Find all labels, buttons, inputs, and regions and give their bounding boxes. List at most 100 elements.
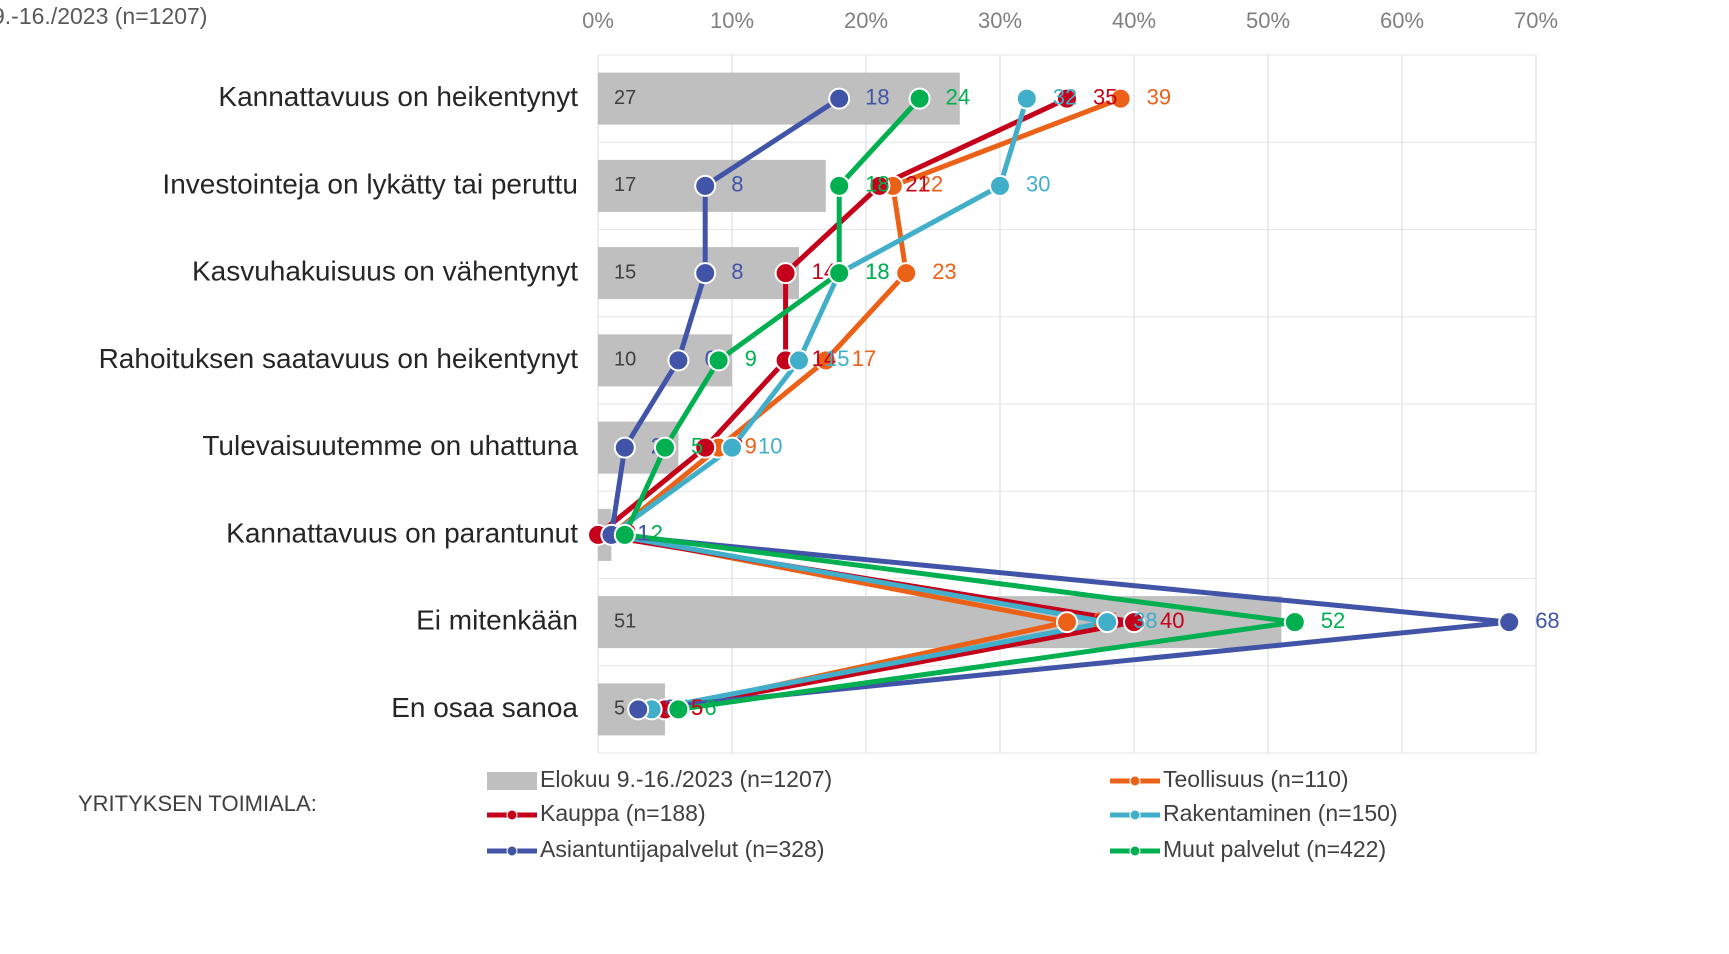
bar-label: 5 bbox=[614, 698, 625, 720]
marker bbox=[895, 262, 918, 285]
bar-label: 27 bbox=[614, 87, 636, 109]
marker bbox=[1283, 611, 1306, 634]
x-tick-label: 70% bbox=[1514, 8, 1558, 33]
marker bbox=[828, 262, 851, 285]
legend-label: Rakentaminen (n=150) bbox=[1163, 800, 1398, 826]
data-label: 68 bbox=[1535, 608, 1559, 633]
legend-swatch bbox=[487, 772, 537, 790]
marker bbox=[1015, 87, 1038, 110]
subtitle: 9.-16./2023 (n=1207) bbox=[0, 3, 207, 29]
marker bbox=[1498, 611, 1521, 634]
data-label: 9 bbox=[745, 346, 757, 371]
x-tick-label: 60% bbox=[1380, 8, 1424, 33]
marker bbox=[1056, 87, 1078, 110]
data-label: 17 bbox=[852, 346, 876, 371]
data-label: 38 bbox=[1133, 608, 1157, 633]
data-label: 5 bbox=[691, 433, 703, 458]
marker bbox=[774, 262, 797, 285]
data-label: 22 bbox=[919, 172, 943, 197]
marker bbox=[868, 174, 891, 197]
data-label: 52 bbox=[1321, 608, 1345, 633]
marker bbox=[1109, 87, 1132, 110]
marker bbox=[1056, 611, 1078, 634]
marker bbox=[694, 262, 717, 285]
category-label: Rahoituksen saatavuus on heikentynyt bbox=[99, 343, 579, 374]
data-label: 18 bbox=[865, 172, 889, 197]
line bbox=[608, 96, 1122, 712]
marker bbox=[654, 436, 676, 459]
legend-label: Elokuu 9.-16./2023 (n=1207) bbox=[540, 766, 832, 792]
marker bbox=[694, 436, 717, 459]
line bbox=[622, 96, 1298, 712]
data-label: 18 bbox=[865, 84, 889, 109]
data-label: 35 bbox=[1093, 84, 1117, 109]
data-label: 9 bbox=[745, 433, 757, 458]
data-label: 32 bbox=[1053, 84, 1077, 109]
legend-label: Kauppa (n=188) bbox=[540, 800, 706, 826]
category-label: Kannattavuus on heikentynyt bbox=[218, 81, 578, 112]
x-tick-label: 50% bbox=[1246, 8, 1290, 33]
x-tick-label: 20% bbox=[844, 8, 888, 33]
marker bbox=[908, 87, 931, 110]
legend-swatch bbox=[506, 845, 518, 857]
category-label: Investointeja on lykätty tai peruttu bbox=[162, 168, 578, 199]
data-label: 1 bbox=[637, 521, 649, 546]
bar-label: 15 bbox=[614, 261, 636, 283]
category-label: Kasvuhakuisuus on vähentynyt bbox=[192, 256, 578, 287]
legend-swatch bbox=[1129, 775, 1141, 787]
x-tick-label: 30% bbox=[978, 8, 1022, 33]
data-label: 8 bbox=[731, 259, 743, 284]
data-label: 10 bbox=[758, 433, 782, 458]
data-label: 18 bbox=[865, 259, 889, 284]
marker bbox=[788, 349, 810, 372]
marker bbox=[667, 349, 690, 372]
legend-swatch bbox=[1129, 809, 1141, 821]
x-tick-label: 10% bbox=[710, 8, 754, 33]
line bbox=[608, 97, 1110, 712]
legend-swatch bbox=[506, 809, 518, 821]
data-label: 40 bbox=[1160, 608, 1184, 633]
data-label: 8 bbox=[731, 172, 743, 197]
data-label: 21 bbox=[905, 172, 929, 197]
marker bbox=[627, 698, 650, 721]
x-tick-label: 40% bbox=[1112, 8, 1156, 33]
legend-label: Asiantuntijapalvelut (n=328) bbox=[540, 836, 825, 862]
marker bbox=[1096, 611, 1119, 634]
bar-label: 17 bbox=[614, 174, 636, 196]
data-label: 1 bbox=[637, 521, 649, 546]
category-label: Tulevaisuutemme on uhattuna bbox=[202, 430, 578, 461]
data-label: 30 bbox=[1026, 172, 1050, 197]
category-label: En osaa sanoa bbox=[391, 692, 578, 723]
marker bbox=[721, 436, 743, 459]
data-label: 6 bbox=[704, 695, 716, 720]
marker bbox=[989, 174, 1011, 197]
data-label: 14 bbox=[812, 346, 836, 371]
marker bbox=[613, 436, 636, 459]
data-label: 5 bbox=[691, 695, 703, 720]
bar-label: 10 bbox=[614, 349, 636, 371]
marker bbox=[707, 349, 730, 372]
marker bbox=[694, 174, 717, 197]
data-label: 5 bbox=[691, 695, 703, 720]
line bbox=[595, 96, 1137, 712]
data-label: 24 bbox=[946, 84, 970, 109]
category-label: Ei mitenkään bbox=[416, 605, 578, 636]
marker bbox=[667, 698, 690, 721]
marker bbox=[828, 174, 851, 197]
line bbox=[608, 96, 1512, 712]
legend-label: Teollisuus (n=110) bbox=[1163, 766, 1349, 792]
category-label: Kannattavuus on parantunut bbox=[226, 517, 578, 548]
x-tick-label: 0% bbox=[582, 8, 614, 33]
data-label: 23 bbox=[932, 259, 956, 284]
marker bbox=[613, 523, 636, 546]
bar bbox=[598, 72, 960, 125]
legend-title: YRITYKSEN TOIMIALA: bbox=[78, 791, 317, 816]
bar-label: 51 bbox=[614, 610, 636, 632]
legend-swatch bbox=[1129, 845, 1141, 857]
marker bbox=[1123, 611, 1145, 634]
data-label: 18 bbox=[865, 259, 889, 284]
marker bbox=[828, 87, 851, 110]
data-label: 2 bbox=[651, 521, 663, 546]
data-label: 39 bbox=[1147, 84, 1171, 109]
